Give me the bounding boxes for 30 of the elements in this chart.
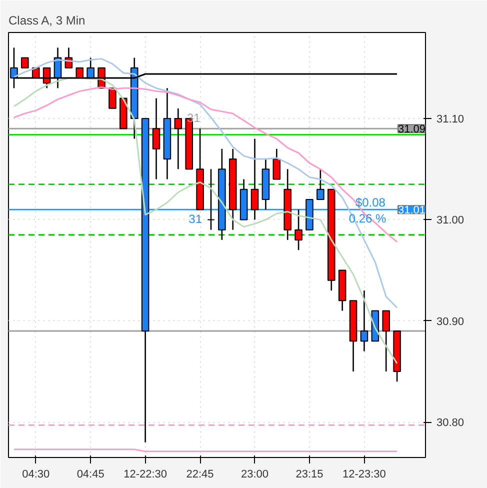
x-tick-label: 12-23:30 <box>342 468 386 480</box>
x-tick-label: 22:45 <box>186 468 214 480</box>
y-tick-label: 30.90 <box>436 316 464 328</box>
annotation: 31 <box>186 111 201 125</box>
annotation: $0.08 <box>355 196 386 210</box>
candlestick <box>316 168 324 200</box>
y-tick-label: 31.00 <box>436 214 464 227</box>
candlestick <box>272 148 281 180</box>
x-tick-label: 04:45 <box>76 468 104 480</box>
candlestick <box>250 138 259 220</box>
x-tick-label: 04:30 <box>22 468 50 480</box>
candlestick <box>21 57 29 68</box>
annotation: 0.26 % <box>348 212 387 226</box>
ref-line-label: 31.09 <box>398 124 426 136</box>
candlestick <box>382 310 390 372</box>
line-series <box>13 77 398 364</box>
x-tick-label: 23:15 <box>296 468 324 480</box>
candlestick <box>294 208 302 251</box>
line-series <box>13 86 398 243</box>
x-tick-label: 23:00 <box>240 468 269 480</box>
y-tick-label: 30.80 <box>436 417 464 430</box>
candlestick <box>152 98 160 180</box>
chart-title: Class A, 3 Min <box>8 14 86 28</box>
annotation: 31 <box>188 212 202 226</box>
candlestick <box>207 168 215 230</box>
candlestick <box>174 108 182 170</box>
y-tick-label: 31.10 <box>436 114 464 126</box>
x-tick-label: 12-22:30 <box>124 468 168 480</box>
candlestick <box>108 88 116 109</box>
candlestick <box>360 290 368 352</box>
